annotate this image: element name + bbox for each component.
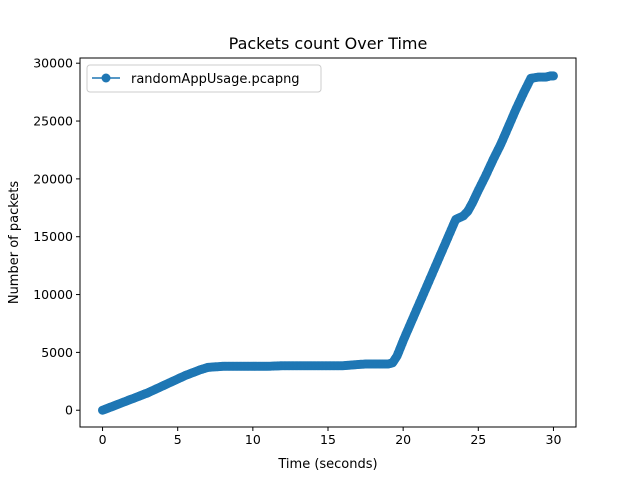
y-axis: 0 5000 10000 15000 20000 25000 30000 <box>33 56 80 418</box>
y-tick-label: 15000 <box>33 229 73 244</box>
legend: randomAppUsage.pcapng <box>86 64 322 93</box>
plot-frame <box>79 57 577 428</box>
x-tick-label: 30 <box>546 432 562 447</box>
series-line <box>102 75 554 411</box>
chart-title: Packets count Over Time <box>229 34 428 53</box>
data-point <box>548 71 558 81</box>
x-tick-label: 5 <box>174 432 182 447</box>
plot-area <box>98 71 558 415</box>
y-tick-label: 20000 <box>33 171 73 186</box>
y-axis-label: Number of packets <box>7 181 22 305</box>
y-tick-label: 0 <box>65 403 73 418</box>
x-axis-label: Time (seconds) <box>277 457 377 472</box>
x-tick-label: 0 <box>99 432 107 447</box>
x-tick-label: 25 <box>470 432 486 447</box>
x-tick-label: 10 <box>245 432 261 447</box>
legend-marker-swatch <box>101 73 111 83</box>
legend-box <box>86 64 322 93</box>
legend-label: randomAppUsage.pcapng <box>131 72 300 87</box>
y-tick-label: 5000 <box>41 345 73 360</box>
x-tick-label: 20 <box>395 432 411 447</box>
y-tick-label: 25000 <box>33 114 73 129</box>
x-tick-label: 15 <box>320 432 336 447</box>
x-axis: 0 5 10 15 20 25 30 <box>99 427 562 447</box>
y-tick-label: 10000 <box>33 287 73 302</box>
y-tick-label: 30000 <box>33 56 73 71</box>
